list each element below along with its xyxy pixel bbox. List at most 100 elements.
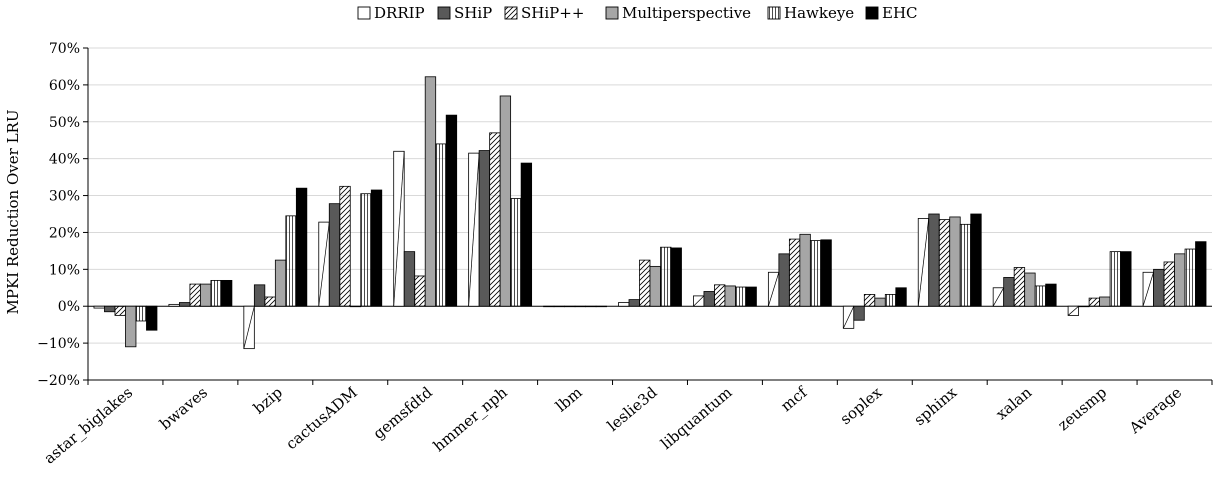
bar xyxy=(435,143,447,307)
bar-hatch-mark xyxy=(992,287,1004,307)
bar xyxy=(1153,268,1165,307)
y-tick-label: 10% xyxy=(49,262,80,278)
bar xyxy=(853,305,865,321)
bar xyxy=(928,213,940,307)
bar-hatch-mark xyxy=(693,295,705,307)
legend-swatch xyxy=(357,6,371,20)
y-tick-label: 40% xyxy=(49,152,80,168)
bar xyxy=(574,305,586,308)
bar xyxy=(489,132,501,307)
x-tick-label: astar_biglakes xyxy=(40,383,136,467)
bar xyxy=(1013,267,1026,307)
bar xyxy=(1045,283,1057,307)
bar-hatch-mark xyxy=(243,306,255,349)
bar xyxy=(146,305,158,331)
x-tick-label: hmmer_nph xyxy=(430,383,511,455)
bar xyxy=(820,239,832,307)
bar xyxy=(274,259,287,307)
bar xyxy=(414,275,426,307)
x-tick-label: bwaves xyxy=(156,383,211,433)
bar xyxy=(543,305,555,308)
bar xyxy=(253,284,266,307)
bar xyxy=(199,283,212,307)
x-tick-label: soplex xyxy=(837,383,886,428)
bar xyxy=(949,216,961,307)
bar xyxy=(863,294,876,307)
bar xyxy=(520,162,533,307)
y-axis: −20% −10% 0% 10% 20% 30% 40% 50% 60% 70% xyxy=(37,41,1213,389)
legend-label: DRRIP xyxy=(374,4,425,22)
bar xyxy=(1195,241,1207,307)
bar xyxy=(189,283,201,307)
bar xyxy=(264,296,276,307)
bar xyxy=(135,305,147,322)
bar xyxy=(788,238,801,307)
bar xyxy=(104,305,116,313)
bar xyxy=(799,233,811,307)
legend-swatch xyxy=(437,6,451,20)
y-tick-label: 70% xyxy=(49,41,80,57)
bar xyxy=(553,305,565,308)
bar xyxy=(618,302,630,307)
legend-label: SHiP xyxy=(454,4,492,22)
bar xyxy=(339,185,351,307)
bar xyxy=(1078,305,1090,308)
bar-hatch-mark xyxy=(917,218,930,307)
legend-swatch xyxy=(504,6,518,20)
x-tick-label: leslie3d xyxy=(604,383,661,435)
bar xyxy=(210,279,222,307)
bar xyxy=(168,303,180,307)
bar xyxy=(628,299,640,307)
bar xyxy=(639,259,651,307)
bar-hatch-mark xyxy=(842,306,855,329)
bar xyxy=(178,302,191,307)
bar xyxy=(328,203,341,307)
x-tick-label: gemsfdtd xyxy=(370,383,436,443)
x-tick-label: Average xyxy=(1125,383,1185,437)
x-tick-label: lbm xyxy=(552,383,585,415)
bar xyxy=(285,215,297,307)
bar xyxy=(349,305,362,308)
y-tick-label: 60% xyxy=(49,78,80,94)
y-tick-label: −10% xyxy=(37,336,80,352)
bar xyxy=(445,114,458,307)
bar-hatch-mark xyxy=(468,153,480,307)
bar xyxy=(114,305,126,316)
y-tick-label: −20% xyxy=(37,373,80,389)
y-tick-label: 0% xyxy=(58,299,80,315)
gridlines xyxy=(88,47,1212,381)
bar xyxy=(970,213,982,307)
x-tick-label: bzip xyxy=(250,383,286,417)
bar xyxy=(724,285,736,307)
bars xyxy=(93,76,1207,350)
bar xyxy=(1034,285,1047,307)
bar-hatch-mark xyxy=(1142,272,1154,307)
bar-hatch-mark xyxy=(393,151,405,307)
bar-hatch-mark xyxy=(768,272,780,307)
legend: DRRIP SHiP SHiP++ Multiperspective Hawkeye EH… xyxy=(357,4,918,22)
legend-label: SHiP++ xyxy=(521,4,584,22)
bar xyxy=(1184,248,1196,307)
bar xyxy=(1088,297,1100,307)
bar xyxy=(703,291,715,307)
bar-hatch-mark xyxy=(1067,305,1079,316)
bar xyxy=(884,294,897,307)
bar-hatch-mark xyxy=(318,222,330,307)
bar xyxy=(1003,277,1015,307)
y-tick-label: 30% xyxy=(49,189,80,205)
legend-label: Multiperspective xyxy=(622,4,751,22)
x-tick-label: sphinx xyxy=(911,383,961,429)
legend-label: EHC xyxy=(882,4,918,22)
bar xyxy=(895,287,907,307)
bar xyxy=(745,286,757,307)
bar xyxy=(959,223,972,307)
bar xyxy=(1024,272,1036,307)
y-tick-label: 50% xyxy=(49,115,80,131)
bar xyxy=(595,305,607,308)
bar xyxy=(220,279,233,307)
x-tick-label: mcf xyxy=(777,382,811,415)
bar xyxy=(510,198,522,307)
bar xyxy=(735,286,747,307)
